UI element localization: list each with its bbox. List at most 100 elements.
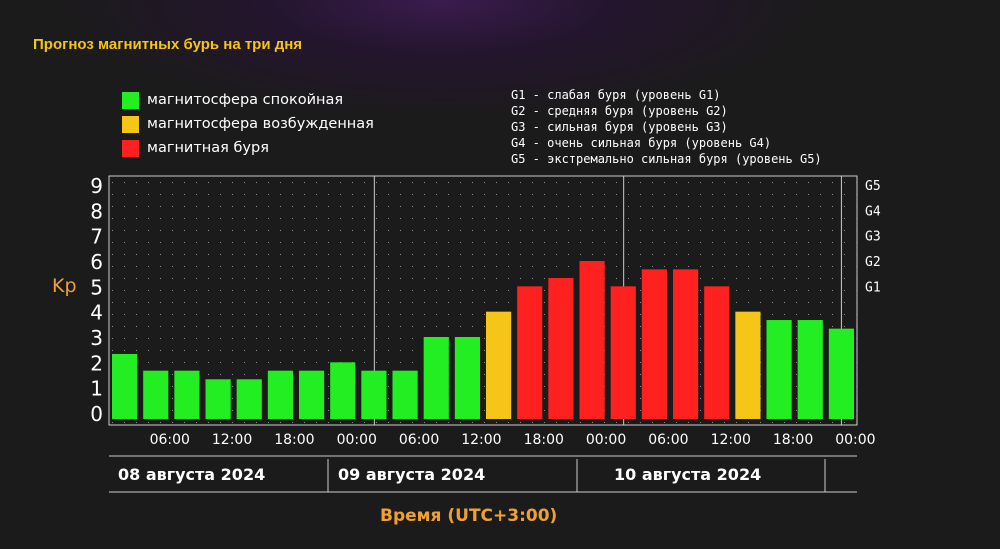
kp-bar — [361, 371, 386, 419]
grid-dot — [256, 206, 257, 207]
grid-dot — [832, 194, 833, 195]
grid-dot — [412, 326, 413, 327]
grid-dot — [352, 302, 353, 303]
grid-dot — [532, 194, 533, 195]
grid-dot — [196, 194, 197, 195]
grid-dot — [172, 182, 173, 183]
grid-dot — [304, 266, 305, 267]
grid-dot — [724, 242, 725, 243]
grid-dot — [640, 254, 641, 255]
grid-dot — [448, 302, 449, 303]
grid-dot — [520, 278, 521, 279]
grid-dot — [460, 422, 461, 423]
grid-dot — [244, 302, 245, 303]
grid-dot — [244, 230, 245, 231]
grid-dot — [328, 398, 329, 399]
grid-dot — [292, 182, 293, 183]
grid-dot — [712, 194, 713, 195]
grid-dot — [388, 254, 389, 255]
grid-dot — [304, 338, 305, 339]
grid-dot — [484, 242, 485, 243]
grid-dot — [784, 218, 785, 219]
grid-dot — [196, 266, 197, 267]
grid-dot — [172, 242, 173, 243]
time-tick-label: 06:00 — [648, 432, 688, 448]
grid-dot — [232, 182, 233, 183]
grid-dot — [220, 302, 221, 303]
grid-dot — [160, 302, 161, 303]
grid-dot — [160, 278, 161, 279]
grid-dot — [340, 326, 341, 327]
grid-dot — [304, 254, 305, 255]
grid-dot — [244, 266, 245, 267]
grid-dot — [424, 314, 425, 315]
grid-dot — [352, 182, 353, 183]
grid-dot — [652, 206, 653, 207]
grid-dot — [796, 362, 797, 363]
grid-dot — [712, 422, 713, 423]
grid-dot — [652, 254, 653, 255]
grid-dot — [124, 182, 125, 183]
grid-dot — [460, 266, 461, 267]
grid-dot — [136, 314, 137, 315]
grid-dot — [856, 290, 857, 291]
grid-dot — [856, 278, 857, 279]
grid-dot — [832, 206, 833, 207]
grid-dot — [724, 422, 725, 423]
kp-bar — [767, 320, 792, 419]
grid-dot — [580, 230, 581, 231]
grid-dot — [328, 218, 329, 219]
grid-dot — [292, 314, 293, 315]
grid-dot — [484, 206, 485, 207]
grid-dot — [568, 230, 569, 231]
grid-dot — [172, 314, 173, 315]
grid-dot — [472, 302, 473, 303]
grid-dot — [256, 338, 257, 339]
grid-dot — [700, 278, 701, 279]
grid-dot — [340, 206, 341, 207]
grid-dot — [328, 230, 329, 231]
grid-dot — [820, 182, 821, 183]
grid-dot — [304, 218, 305, 219]
grid-dot — [112, 326, 113, 327]
grid-dot — [316, 230, 317, 231]
grid-dot — [148, 254, 149, 255]
grid-dot — [340, 230, 341, 231]
grid-dot — [244, 242, 245, 243]
grid-dot — [496, 182, 497, 183]
grid-dot — [772, 314, 773, 315]
grid-dot — [292, 362, 293, 363]
grid-dot — [772, 266, 773, 267]
grid-dot — [136, 230, 137, 231]
grid-dot — [184, 230, 185, 231]
grid-dot — [304, 242, 305, 243]
grid-dot — [808, 182, 809, 183]
grid-dot — [376, 326, 377, 327]
grid-dot — [460, 290, 461, 291]
grid-dot — [700, 386, 701, 387]
grid-dot — [664, 230, 665, 231]
grid-dot — [280, 326, 281, 327]
grid-dot — [208, 182, 209, 183]
grid-dot — [640, 338, 641, 339]
grid-dot — [568, 218, 569, 219]
grid-dot — [124, 314, 125, 315]
grid-dot — [292, 302, 293, 303]
grid-dot — [772, 290, 773, 291]
grid-dot — [244, 278, 245, 279]
grid-dot — [424, 278, 425, 279]
grid-dot — [316, 422, 317, 423]
grid-dot — [760, 182, 761, 183]
grid-dot — [208, 194, 209, 195]
grid-dot — [376, 254, 377, 255]
grid-dot — [556, 266, 557, 267]
grid-dot — [148, 326, 149, 327]
grid-dot — [760, 194, 761, 195]
grid-dot — [340, 254, 341, 255]
grid-dot — [472, 290, 473, 291]
grid-dot — [544, 386, 545, 387]
grid-dot — [796, 278, 797, 279]
grid-dot — [160, 206, 161, 207]
grid-dot — [712, 182, 713, 183]
grid-dot — [220, 242, 221, 243]
